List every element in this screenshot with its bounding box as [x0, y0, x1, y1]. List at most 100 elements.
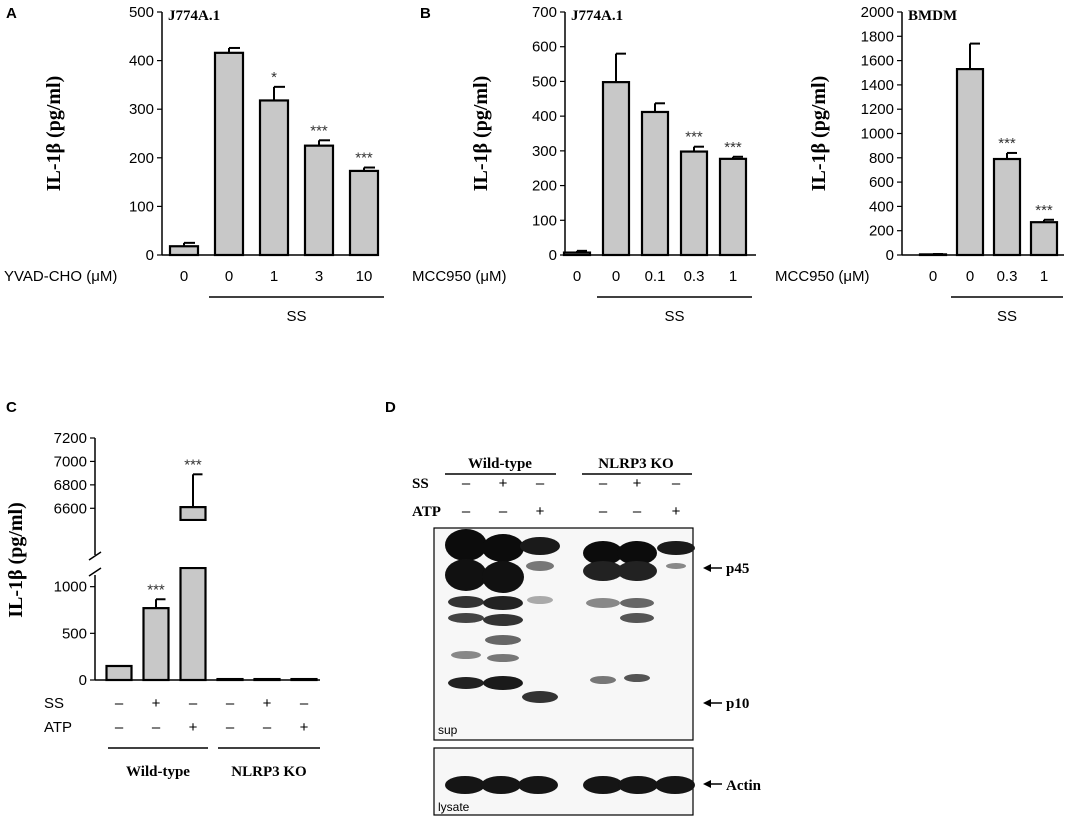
bar: [142, 607, 170, 682]
axis-break-mark: [88, 567, 102, 577]
y-tick-label: 600: [869, 174, 894, 191]
bar: [258, 99, 290, 257]
panel-label-a: A: [6, 5, 17, 22]
bar: [992, 157, 1022, 257]
significance-label: ***: [355, 150, 373, 167]
y-tick-label: 800: [869, 150, 894, 167]
bar: [213, 51, 245, 257]
group-label: SS: [997, 308, 1017, 325]
blot-sup-bands: [445, 529, 695, 703]
panel-label-d: D: [385, 399, 396, 416]
x-category-label: 3: [315, 268, 323, 285]
group-label: SS: [664, 308, 684, 325]
band-label-p10: p10: [726, 696, 749, 712]
bar: [718, 157, 748, 257]
x-category-label: 0: [966, 268, 974, 285]
blot-group-wild-type: Wild-type: [468, 456, 532, 472]
bar: [216, 677, 244, 682]
y-tick-label: 1000: [861, 126, 894, 143]
bar: [303, 144, 335, 257]
bar: [105, 664, 133, 682]
treatment-sign: –: [152, 719, 161, 736]
blot-sup-label: sup: [438, 723, 458, 737]
y-tick-label: 300: [129, 101, 154, 118]
y-tick-label: 1200: [861, 101, 894, 118]
treatment-sign: –: [189, 695, 198, 712]
y-tick-label: 500: [62, 625, 87, 642]
x-category-label: 0: [573, 268, 581, 285]
bar: [640, 110, 670, 257]
y-tick-label: 400: [532, 108, 557, 125]
x-category-label: 0.1: [645, 268, 666, 285]
treatment-sign: –: [226, 719, 235, 736]
chart-c: 0 500 1000 6600 6800 7000 7200 IL-1β (pg/ml) – – *…: [5, 430, 320, 780]
x-category-label: 1: [1040, 268, 1048, 285]
blot-sign: –: [672, 475, 681, 492]
treatment-sign: +: [300, 719, 309, 736]
significance-label: ***: [724, 139, 742, 156]
blot-sign: +: [633, 475, 642, 492]
bar: [562, 251, 592, 257]
blot-sign: –: [462, 475, 471, 492]
blot-sign: –: [462, 503, 471, 520]
panel-label-c: C: [6, 399, 17, 416]
x-category-label: 0: [180, 268, 188, 285]
x-category-label: 1: [729, 268, 737, 285]
blot-group-nlrp3-ko: NLRP3 KO: [598, 456, 673, 472]
y-tick-label: 100: [129, 198, 154, 215]
axis-break-mark: [88, 551, 102, 561]
bar: [679, 150, 709, 257]
y-tick-label: 200: [129, 150, 154, 167]
y-axis-label: IL-1β (pg/ml): [808, 76, 830, 192]
y-tick-label: 400: [869, 198, 894, 215]
y-tick-label: 500: [129, 4, 154, 21]
x-category-label: 0: [612, 268, 620, 285]
x-category-label: 0.3: [684, 268, 705, 285]
western-blot: Wild-type NLRP3 KO SS ATP – + – – + – – – + – – +: [412, 456, 762, 816]
treatment-sign: +: [189, 719, 198, 736]
bar: [955, 68, 985, 257]
group-label: Wild-type: [126, 764, 190, 780]
bar: [179, 566, 207, 682]
y-tick-label: 1000: [54, 579, 87, 596]
panel-label-b: B: [420, 5, 431, 22]
y-tick-label: 6800: [54, 477, 87, 494]
y-tick-label: 100: [532, 212, 557, 229]
chart-b-bmdm: 0 200 400 600 800 1000 1200 1400 1600 1800 2000 IL-…: [775, 4, 1064, 325]
x-axis-label: MCC950 (μM): [775, 268, 869, 285]
bar: [1029, 221, 1059, 257]
chart-a: 0 100 200 300 400 500 IL-1β (pg/ml) J774A.1 0 0 * 1…: [4, 4, 384, 325]
y-axis-label: IL-1β (pg/ml): [5, 502, 27, 618]
row-label: SS: [44, 695, 64, 712]
x-category-label: 0.3: [997, 268, 1018, 285]
y-axis-label: IL-1β (pg/ml): [43, 76, 65, 192]
significance-label: ***: [147, 581, 165, 598]
blot-band-marker-p10: p10: [703, 696, 749, 712]
bar-break-gap: [178, 521, 208, 567]
bar: [168, 245, 200, 257]
blot-row-label-ss: SS: [412, 476, 429, 492]
chart-title: J774A.1: [168, 8, 220, 24]
treatment-sign: +: [152, 695, 161, 712]
treatment-sign: +: [263, 695, 272, 712]
treatment-sign: –: [263, 719, 272, 736]
blot-sign: –: [536, 475, 545, 492]
chart-title: J774A.1: [571, 8, 623, 24]
y-tick-label: 7200: [54, 430, 87, 447]
bar: [348, 169, 380, 257]
significance-label: ***: [1035, 202, 1053, 219]
blot-band-marker-p45: p45: [703, 561, 749, 577]
y-tick-label: 300: [532, 143, 557, 160]
x-category-label: 0: [929, 268, 937, 285]
significance-label: ***: [184, 456, 202, 473]
y-axis-label: IL-1β (pg/ml): [470, 76, 492, 192]
y-tick-label: 0: [79, 672, 87, 689]
significance-label: ***: [310, 122, 328, 139]
blot-actin-bands: [445, 776, 695, 794]
significance-label: ***: [685, 129, 703, 146]
blot-sign: –: [633, 503, 642, 520]
treatment-sign: –: [226, 695, 235, 712]
row-label: ATP: [44, 719, 72, 736]
y-tick-label: 0: [549, 247, 557, 264]
